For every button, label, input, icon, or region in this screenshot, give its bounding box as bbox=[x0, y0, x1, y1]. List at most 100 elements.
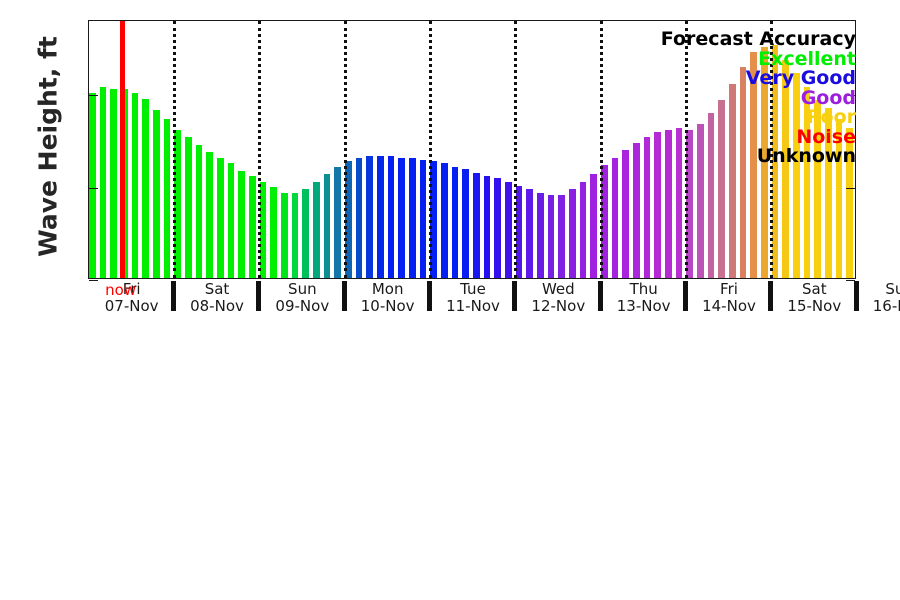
x-axis-day-date: 14-Nov bbox=[702, 296, 756, 315]
x-axis-day-label: Sun16-Nov bbox=[857, 281, 900, 315]
bar bbox=[814, 100, 822, 278]
bar bbox=[398, 157, 406, 278]
bar bbox=[142, 98, 150, 278]
x-axis-day-name: Tue bbox=[460, 280, 486, 298]
bar bbox=[110, 89, 118, 278]
now-marker-label: now bbox=[105, 281, 137, 299]
bar bbox=[739, 67, 747, 278]
x-axis-day-label: Mon 10-Nov bbox=[345, 281, 430, 315]
x-axis-day-name: Sat bbox=[802, 280, 827, 298]
y-axis-tick-right bbox=[846, 187, 855, 189]
bar bbox=[462, 168, 470, 278]
bar bbox=[803, 87, 811, 278]
x-axis-day-name: Thu bbox=[629, 280, 658, 298]
y-axis-title: Wave Height, ft bbox=[33, 36, 63, 257]
bar bbox=[441, 163, 448, 278]
x-axis-day-date: 07-Nov bbox=[104, 296, 159, 315]
bar bbox=[483, 176, 491, 278]
bar bbox=[249, 176, 256, 278]
day-separator bbox=[599, 21, 603, 278]
x-axis-day-name: Fri bbox=[720, 280, 738, 298]
day-separator bbox=[770, 21, 774, 278]
bar bbox=[409, 157, 416, 278]
y-axis-tick-right bbox=[846, 280, 855, 281]
now-marker-line bbox=[120, 21, 126, 278]
legend-title: Forecast Accuracy bbox=[660, 28, 856, 50]
bar bbox=[697, 124, 704, 278]
bar bbox=[89, 93, 96, 278]
bar bbox=[782, 59, 790, 278]
legend: Forecast Accuracy Excellent Very Good Go… bbox=[660, 28, 856, 167]
bar bbox=[334, 167, 342, 278]
bar bbox=[729, 83, 736, 278]
bar bbox=[217, 157, 224, 278]
x-axis-day-date: 10-Nov bbox=[360, 296, 415, 315]
x-axis-day-label: Fri 07-Nov bbox=[89, 281, 174, 315]
bar bbox=[430, 161, 438, 278]
bar bbox=[366, 155, 374, 278]
x-axis-day-label: Wed 12-Nov bbox=[516, 281, 601, 315]
bar bbox=[270, 187, 278, 278]
bar bbox=[601, 165, 608, 278]
day-separator bbox=[343, 21, 347, 278]
legend-item-noise: Noise bbox=[796, 125, 856, 148]
bar bbox=[675, 128, 683, 278]
x-axis-day-name: Sun bbox=[885, 280, 900, 298]
day-separator bbox=[258, 21, 262, 278]
bar bbox=[590, 174, 598, 278]
y-axis-tick bbox=[89, 95, 98, 96]
day-boundary-tick bbox=[426, 281, 432, 311]
day-separator bbox=[684, 21, 688, 278]
bar bbox=[537, 192, 544, 278]
x-axis-day-date: 12-Nov bbox=[531, 296, 586, 315]
bar bbox=[633, 142, 640, 278]
day-separator bbox=[428, 21, 432, 278]
bar bbox=[206, 152, 214, 278]
bar bbox=[291, 192, 299, 278]
y-axis-tick bbox=[89, 280, 98, 281]
x-axis: Fri 07-Nov Sat 08-Nov Sun 09-Nov Mon 10-Nov Tue 1… bbox=[88, 280, 900, 315]
bar bbox=[377, 155, 384, 278]
plot-area bbox=[88, 20, 856, 281]
bar bbox=[846, 128, 854, 278]
bar bbox=[569, 189, 576, 278]
bar bbox=[227, 163, 235, 278]
bar bbox=[131, 93, 139, 278]
x-axis-day-date: 15-Nov bbox=[787, 296, 842, 315]
bar bbox=[355, 157, 363, 278]
bar bbox=[419, 159, 427, 278]
x-axis-day-label: Sat 15-Nov bbox=[772, 281, 857, 315]
bar bbox=[153, 109, 160, 278]
x-axis-day-label: Sat 08-Nov bbox=[174, 281, 259, 315]
day-boundary-tick bbox=[256, 281, 262, 311]
legend-item-good: Good bbox=[800, 86, 856, 109]
legend-item-excellent: Excellent bbox=[758, 47, 856, 70]
bar bbox=[665, 130, 672, 278]
bar bbox=[185, 137, 192, 278]
bar bbox=[238, 170, 246, 278]
bar bbox=[345, 161, 352, 278]
bar bbox=[387, 155, 395, 278]
bar bbox=[622, 150, 630, 278]
bar bbox=[558, 194, 566, 278]
x-axis-day-date: 13-Nov bbox=[616, 296, 671, 315]
x-axis-day-date: 11-Nov bbox=[446, 296, 500, 315]
x-axis-day-name: Sat bbox=[204, 280, 230, 298]
bar bbox=[825, 107, 832, 278]
bar bbox=[163, 118, 171, 278]
bar bbox=[611, 157, 619, 278]
x-axis-day-name: Mon bbox=[371, 280, 404, 298]
bar bbox=[313, 181, 320, 278]
legend-item-very-good: Very Good bbox=[745, 67, 856, 90]
bar bbox=[643, 137, 651, 278]
bar bbox=[99, 87, 107, 278]
bar bbox=[579, 181, 587, 278]
bar bbox=[195, 144, 203, 278]
plot-inner bbox=[89, 21, 855, 278]
bar bbox=[547, 194, 555, 278]
bar bbox=[281, 192, 288, 278]
x-axis-day-label: Thu 13-Nov bbox=[601, 281, 686, 315]
bar bbox=[505, 181, 512, 278]
day-separator bbox=[514, 21, 518, 278]
bar bbox=[686, 130, 694, 278]
